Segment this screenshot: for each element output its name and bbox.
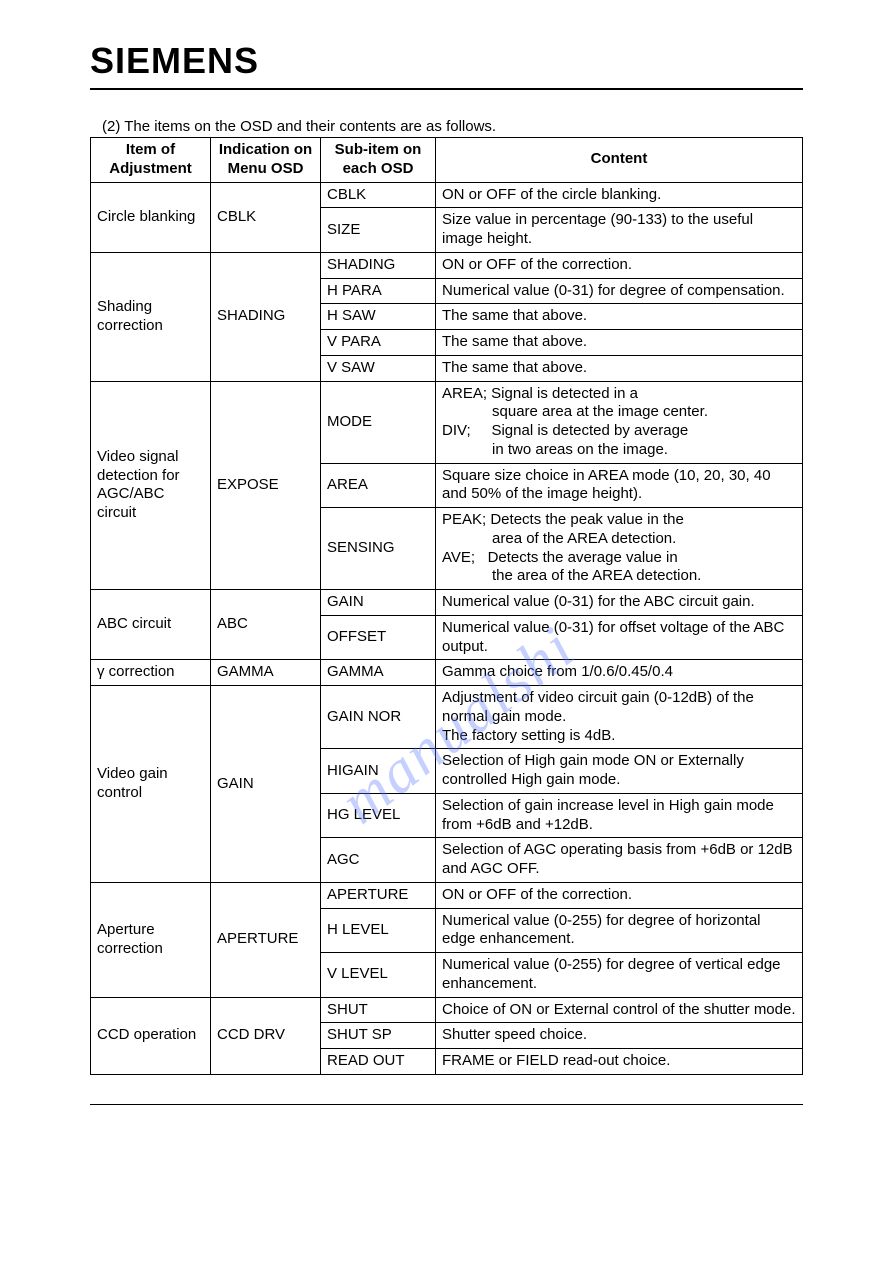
cell-subitem: AREA (321, 463, 436, 508)
cell-subitem: MODE (321, 381, 436, 463)
cell-subitem: AGC (321, 838, 436, 883)
cell-indication: CCD DRV (211, 997, 321, 1074)
cell-content: The same that above. (436, 304, 803, 330)
cell-subitem: SENSING (321, 508, 436, 590)
cell-subitem: V SAW (321, 355, 436, 381)
cell-subitem: OFFSET (321, 615, 436, 660)
cell-item: CCD operation (91, 997, 211, 1074)
cell-content: Numerical value (0-255) for degree of ho… (436, 908, 803, 953)
cell-content: AREA; Signal is detected in a square are… (436, 381, 803, 463)
cell-item: γ correction (91, 660, 211, 686)
cell-content: Gamma choice from 1/0.6/0.45/0.4 (436, 660, 803, 686)
cell-subitem: GAIN NOR (321, 686, 436, 749)
cell-item: Video signal detection for AGC/ABC circu… (91, 381, 211, 590)
cell-subitem: V PARA (321, 330, 436, 356)
cell-indication: EXPOSE (211, 381, 321, 590)
cell-subitem: HIGAIN (321, 749, 436, 794)
cell-content: FRAME or FIELD read-out choice. (436, 1049, 803, 1075)
cell-subitem: H LEVEL (321, 908, 436, 953)
cell-indication: APERTURE (211, 882, 321, 997)
cell-subitem: H SAW (321, 304, 436, 330)
table-row: Video signal detection for AGC/ABC circu… (91, 381, 803, 463)
col-indication: Indication onMenu OSD (211, 138, 321, 183)
cell-content: Selection of High gain mode ON or Extern… (436, 749, 803, 794)
cell-indication: CBLK (211, 182, 321, 252)
cell-indication: GAIN (211, 686, 321, 883)
cell-content: ON or OFF of the correction. (436, 252, 803, 278)
cell-content: The same that above. (436, 330, 803, 356)
cell-subitem: GAMMA (321, 660, 436, 686)
cell-subitem: HG LEVEL (321, 793, 436, 838)
cell-content: ON or OFF of the circle blanking. (436, 182, 803, 208)
cell-item: Circle blanking (91, 182, 211, 252)
brand-logo: SIEMENS (90, 40, 803, 82)
cell-item: Video gain control (91, 686, 211, 883)
footer-rule (90, 1104, 803, 1105)
cell-content: Selection of AGC operating basis from +6… (436, 838, 803, 883)
col-subitem: Sub-item oneach OSD (321, 138, 436, 183)
cell-subitem: SHADING (321, 252, 436, 278)
cell-item: Aperture correction (91, 882, 211, 997)
cell-content: Numerical value (0-31) for offset voltag… (436, 615, 803, 660)
cell-content: Shutter speed choice. (436, 1023, 803, 1049)
cell-content: Square size choice in AREA mode (10, 20,… (436, 463, 803, 508)
cell-content: The same that above. (436, 355, 803, 381)
osd-table-body: Circle blankingCBLKCBLKON or OFF of the … (91, 182, 803, 1074)
cell-indication: ABC (211, 590, 321, 660)
col-content: Content (436, 138, 803, 183)
cell-content: PEAK; Detects the peak value in the area… (436, 508, 803, 590)
table-row: Video gain controlGAINGAIN NORAdjustment… (91, 686, 803, 749)
cell-subitem: READ OUT (321, 1049, 436, 1075)
cell-content: Numerical value (0-255) for degree of ve… (436, 953, 803, 998)
osd-table: Item ofAdjustment Indication onMenu OSD … (90, 137, 803, 1075)
cell-subitem: GAIN (321, 590, 436, 616)
cell-content: Selection of gain increase level in High… (436, 793, 803, 838)
table-row: Shading correctionSHADINGSHADINGON or OF… (91, 252, 803, 278)
cell-subitem: SHUT SP (321, 1023, 436, 1049)
cell-content: Numerical value (0-31) for the ABC circu… (436, 590, 803, 616)
cell-indication: GAMMA (211, 660, 321, 686)
table-row: Aperture correctionAPERTUREAPERTUREON or… (91, 882, 803, 908)
col-item: Item ofAdjustment (91, 138, 211, 183)
table-row: Circle blankingCBLKCBLKON or OFF of the … (91, 182, 803, 208)
cell-item: Shading correction (91, 252, 211, 381)
cell-subitem: SIZE (321, 208, 436, 253)
cell-subitem: V LEVEL (321, 953, 436, 998)
cell-indication: SHADING (211, 252, 321, 381)
cell-subitem: APERTURE (321, 882, 436, 908)
cell-subitem: CBLK (321, 182, 436, 208)
header-rule (90, 88, 803, 90)
cell-content: Choice of ON or External control of the … (436, 997, 803, 1023)
cell-content: Size value in percentage (90-133) to the… (436, 208, 803, 253)
table-row: CCD operationCCD DRVSHUTChoice of ON or … (91, 997, 803, 1023)
cell-subitem: SHUT (321, 997, 436, 1023)
table-row: γ correctionGAMMAGAMMAGamma choice from … (91, 660, 803, 686)
table-row: ABC circuitABCGAINNumerical value (0-31)… (91, 590, 803, 616)
cell-content: ON or OFF of the correction. (436, 882, 803, 908)
cell-item: ABC circuit (91, 590, 211, 660)
cell-subitem: H PARA (321, 278, 436, 304)
table-caption: (2) The items on the OSD and their conte… (102, 118, 803, 135)
cell-content: Numerical value (0-31) for degree of com… (436, 278, 803, 304)
cell-content: Adjustment of video circuit gain (0-12dB… (436, 686, 803, 749)
